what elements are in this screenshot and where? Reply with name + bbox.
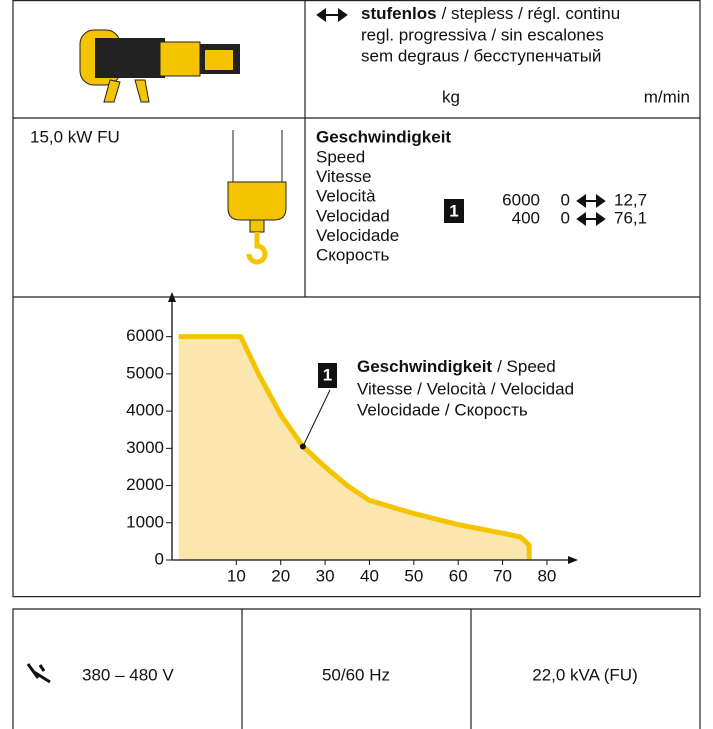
x-tick-label: 70: [493, 566, 512, 585]
x-tick-label: 10: [227, 566, 246, 585]
x-tick-label: 30: [316, 566, 335, 585]
annotation-bold: Geschwindigkeit: [357, 357, 492, 376]
y-tick-label: 6000: [126, 326, 164, 345]
mode-line: stufenlos / stepless / régl. continu: [361, 4, 620, 23]
hoist-image: [80, 30, 240, 102]
y-tick-label: 5000: [126, 363, 164, 382]
marker: 1: [449, 201, 458, 220]
speed-to: 76,1: [614, 208, 647, 227]
speed-from: 0: [561, 190, 570, 209]
x-tick-label: 60: [449, 566, 468, 585]
voltage: 380 – 480 V: [82, 665, 174, 684]
y-tick-label: 0: [155, 549, 164, 568]
annotation-leader: [303, 390, 330, 446]
arrow-icon: [578, 214, 604, 224]
load: 6000: [502, 190, 540, 209]
hook-image: [228, 130, 286, 262]
annotation-line: Vitesse / Velocità / Velocidad: [357, 379, 574, 398]
x-tick-label: 80: [537, 566, 556, 585]
unit: m/min: [644, 87, 690, 106]
speed-title: Geschwindigkeit: [316, 127, 451, 146]
motor: 15,0 kW FU: [30, 127, 120, 146]
speed-translation: Скорость: [316, 245, 390, 264]
datasheet: stufenlos / stepless / régl. continu regl…: [0, 0, 713, 729]
mode-line: sem degraus / бесступенчатый: [361, 46, 601, 65]
arrow-icon: [578, 196, 604, 206]
load: 400: [512, 208, 540, 227]
speed-translation: Vitesse: [316, 167, 371, 186]
frequency: 50/60 Hz: [322, 665, 390, 684]
marker: 1: [323, 365, 332, 384]
speed-translation: Velocidade: [316, 226, 399, 245]
speed-from: 0: [561, 208, 570, 227]
x-tick-label: 40: [360, 566, 379, 585]
mode-bold: stufenlos: [361, 4, 437, 23]
y-tick-label: 4000: [126, 401, 164, 420]
mode-line: regl. progressiva / sin escalones: [361, 25, 604, 44]
annotation-rest: / Speed: [497, 357, 556, 376]
y-tick-label: 3000: [126, 438, 164, 457]
annotation-line: Geschwindigkeit / Speed: [357, 357, 556, 376]
x-tick-label: 50: [404, 566, 423, 585]
speed-translation: Speed: [316, 147, 365, 166]
annotation-line: Velocidade / Скорость: [357, 400, 528, 419]
plug-icon: [28, 664, 50, 682]
y-tick-label: 1000: [126, 512, 164, 531]
speed-to: 12,7: [614, 190, 647, 209]
y-tick-label: 2000: [126, 475, 164, 494]
mode-rest: / stepless / régl. continu: [442, 4, 621, 23]
apparent-power: 22,0 kVA (FU): [532, 665, 638, 684]
unit: kg: [442, 87, 460, 106]
x-tick-label: 20: [271, 566, 290, 585]
speed-translation: Velocità: [316, 187, 376, 206]
speed-translation: Velocidad: [316, 206, 390, 225]
arrow-icon: [318, 10, 346, 20]
